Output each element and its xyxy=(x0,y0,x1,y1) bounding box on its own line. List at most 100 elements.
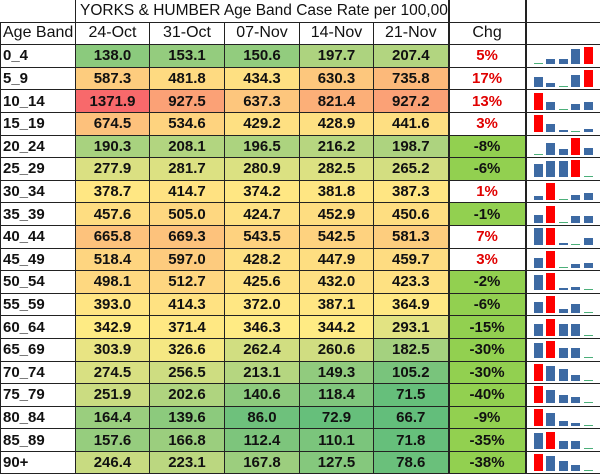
rate-cell: 450.6 xyxy=(372,202,450,226)
sparkline xyxy=(530,160,598,178)
sparkline xyxy=(530,115,598,133)
rate-cell: 387.1 xyxy=(299,292,374,317)
rate-cell: 118.4 xyxy=(299,383,374,407)
sparkline-bar xyxy=(558,440,568,449)
rate-cell: 262.4 xyxy=(224,337,300,362)
sparkline-bar xyxy=(584,289,594,291)
rate-cell: 274.5 xyxy=(75,360,150,385)
rate-cell: 452.9 xyxy=(299,202,374,226)
sparkline xyxy=(530,137,598,155)
change-cell: -15% xyxy=(447,315,527,339)
rate-cell: 246.4 xyxy=(75,450,150,475)
rate-cell: 280.9 xyxy=(224,157,300,181)
sparkline-bar xyxy=(558,221,568,223)
sparkline-bar xyxy=(558,86,568,88)
table-row: 50_54 498.1 512.7 425.6 432.0 423.3 -2% xyxy=(0,270,600,294)
rate-cell: 150.6 xyxy=(224,44,300,68)
sparkline-bar xyxy=(533,63,543,65)
sparkline-bar xyxy=(584,176,594,178)
sparkline-bar xyxy=(584,70,594,88)
rate-cell: 735.8 xyxy=(372,66,450,91)
header-age-band: Age Band xyxy=(0,21,76,46)
sparkline-bar xyxy=(533,214,543,223)
rate-cell: 498.1 xyxy=(75,270,150,294)
table-row: 75_79 251.9 202.6 140.6 118.4 71.5 -40% xyxy=(0,383,600,407)
rate-cell: 293.1 xyxy=(372,315,450,339)
sparkline-bar xyxy=(571,440,581,449)
rate-cell: 665.8 xyxy=(75,224,150,249)
age-band-label: 75_79 xyxy=(0,383,76,407)
sparkline-bar xyxy=(546,431,556,449)
table-title: YORKS & HUMBER Age Band Case Rate per 10… xyxy=(74,0,450,23)
sparkline xyxy=(530,296,598,314)
sparkline-bar xyxy=(571,397,581,404)
sparkline-bar xyxy=(546,390,556,404)
rate-cell: 303.9 xyxy=(75,337,150,362)
sparkline-bar xyxy=(533,77,543,88)
table-row: 20_24 190.3 208.1 196.5 216.2 198.7 -8% xyxy=(0,134,600,159)
rate-cell: 425.6 xyxy=(224,270,300,294)
rate-cell: 139.6 xyxy=(149,405,225,430)
sparkline-cell xyxy=(524,224,600,249)
table-row: 10_14 1371.9 927.5 637.3 821.4 927.2 13% xyxy=(0,89,600,113)
sparkline-bar xyxy=(584,129,594,133)
sparkline-bar xyxy=(584,424,594,426)
sparkline-bar xyxy=(546,59,556,65)
rate-cell: 260.6 xyxy=(299,337,374,362)
sparkline-bar xyxy=(546,142,556,155)
rate-cell: 72.9 xyxy=(299,405,374,430)
rate-cell: 414.7 xyxy=(149,179,225,204)
rate-cell: 542.5 xyxy=(299,224,374,249)
age-band-label: 10_14 xyxy=(0,89,76,113)
change-cell: 13% xyxy=(447,89,527,113)
sparkline-bar xyxy=(546,183,556,201)
change-cell: -40% xyxy=(447,383,527,407)
change-cell: -8% xyxy=(447,134,527,159)
rate-cell: 265.2 xyxy=(372,157,450,181)
change-cell: 7% xyxy=(447,224,527,249)
blank-cell xyxy=(447,0,527,23)
sparkline-cell xyxy=(524,405,600,430)
sparkline xyxy=(530,273,598,291)
rate-cell: 669.3 xyxy=(149,224,225,249)
sparkline-cell xyxy=(524,179,600,204)
sparkline-bar xyxy=(571,244,581,246)
age-band-label: 85_89 xyxy=(0,428,76,452)
rate-cell: 164.4 xyxy=(75,405,150,430)
rate-cell: 207.4 xyxy=(372,44,450,68)
table-row: 65_69 303.9 326.6 262.4 260.6 182.5 -30% xyxy=(0,337,600,362)
rate-cell: 166.8 xyxy=(149,428,225,452)
rate-cell: 630.3 xyxy=(299,66,374,91)
sparkline-bar xyxy=(546,296,556,314)
sparkline-bar xyxy=(546,228,556,246)
sparkline-bar xyxy=(571,103,581,110)
rate-cell: 372.0 xyxy=(224,292,300,317)
header-date: 14-Nov xyxy=(299,21,374,46)
sparkline-bar xyxy=(533,408,543,426)
sparkline-bar xyxy=(546,161,556,178)
age-band-label: 45_49 xyxy=(0,247,76,272)
change-cell: -35% xyxy=(447,428,527,452)
rate-cell: 251.9 xyxy=(75,383,150,407)
rate-cell: 597.0 xyxy=(149,247,225,272)
rate-cell: 393.0 xyxy=(75,292,150,317)
rate-cell: 346.3 xyxy=(224,315,300,339)
sparkline-bar xyxy=(546,205,556,223)
age-band-label: 50_54 xyxy=(0,270,76,294)
sparkline-bar xyxy=(571,137,581,155)
age-band-label: 15_19 xyxy=(0,111,76,136)
rate-cell: 66.7 xyxy=(372,405,450,430)
table-row: 40_44 665.8 669.3 543.5 542.5 581.3 7% xyxy=(0,224,600,249)
sparkline-cell xyxy=(524,66,600,91)
sparkline-bar xyxy=(558,368,568,381)
age-band-label: 25_29 xyxy=(0,157,76,181)
rate-cell: 429.2 xyxy=(224,111,300,136)
sparkline-cell xyxy=(524,202,600,226)
table-row: 15_19 674.5 534.6 429.2 428.9 441.6 3% xyxy=(0,111,600,136)
sparkline-bar xyxy=(584,357,594,359)
table-row: 85_89 157.6 166.8 112.4 110.1 71.8 -35% xyxy=(0,428,600,452)
rate-cell: 213.1 xyxy=(224,360,300,385)
table-row: 5_9 587.3 481.8 434.3 630.3 735.8 17% xyxy=(0,66,600,91)
sparkline-bar xyxy=(571,75,581,88)
sparkline-bar xyxy=(558,161,568,178)
